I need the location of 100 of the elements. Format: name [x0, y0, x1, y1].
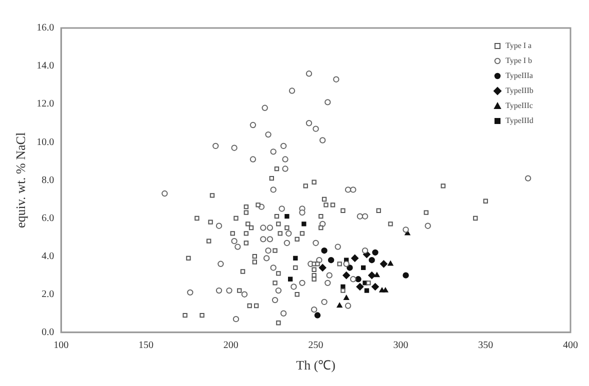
point — [440, 184, 446, 188]
point — [312, 267, 316, 272]
point — [376, 208, 381, 213]
point — [368, 272, 376, 280]
point — [284, 214, 290, 219]
point — [293, 256, 298, 261]
point — [206, 238, 212, 244]
legend-label: TypeIIId — [506, 116, 534, 126]
point — [330, 202, 336, 208]
point — [351, 254, 359, 262]
point — [182, 312, 188, 318]
point — [324, 202, 328, 208]
x-tick-label: 200 — [223, 340, 238, 352]
point — [194, 216, 200, 221]
point — [254, 303, 259, 308]
point — [372, 249, 378, 256]
point — [364, 288, 370, 293]
point — [483, 198, 488, 204]
point — [322, 196, 327, 202]
point — [244, 240, 249, 246]
point — [356, 283, 364, 290]
y-tick-label: 6.0 — [42, 212, 54, 224]
point — [269, 176, 274, 181]
legend-label: TypeIIIc — [506, 101, 534, 110]
point — [240, 269, 246, 274]
point — [380, 260, 388, 268]
point — [337, 262, 342, 266]
legend-label: Type I b — [506, 56, 532, 66]
point — [314, 312, 321, 318]
point — [366, 280, 371, 286]
x-tick-label: 300 — [393, 340, 408, 352]
point — [278, 231, 282, 236]
x-tick-label: 250 — [308, 340, 324, 352]
point — [388, 222, 393, 226]
point — [246, 222, 250, 226]
point — [328, 257, 334, 264]
point — [234, 216, 238, 221]
point — [294, 292, 300, 297]
point — [272, 280, 278, 286]
point — [315, 262, 320, 266]
point — [321, 247, 328, 254]
point — [276, 320, 281, 326]
point — [274, 214, 280, 219]
legend-label: TypeIIIb — [506, 86, 534, 96]
y-tick-label: 16.0 — [36, 22, 54, 34]
x-tick-label: 400 — [563, 340, 578, 352]
point — [208, 220, 213, 224]
y-tick-label: 12.0 — [36, 98, 54, 110]
point — [294, 236, 300, 242]
point — [252, 254, 258, 259]
point — [244, 231, 249, 236]
x-tick-label: 150 — [138, 340, 154, 352]
point — [402, 272, 409, 278]
point — [276, 271, 281, 276]
point — [303, 184, 308, 188]
point — [284, 225, 290, 230]
point — [318, 264, 326, 272]
point — [388, 260, 394, 266]
point — [293, 265, 298, 270]
legend-label: TypeIIIa — [506, 71, 534, 80]
point — [340, 288, 346, 293]
point — [237, 288, 242, 293]
point — [336, 302, 342, 308]
point — [312, 180, 316, 184]
point — [342, 272, 350, 280]
point — [256, 202, 260, 208]
point — [200, 312, 204, 318]
point — [230, 231, 235, 236]
point — [272, 248, 278, 253]
point — [288, 276, 293, 282]
point — [244, 204, 249, 210]
point — [473, 216, 478, 221]
point — [274, 166, 280, 172]
point — [302, 222, 306, 226]
y-tick-label: 0.0 — [42, 327, 54, 338]
point — [372, 283, 379, 290]
y-tick-label: 8.0 — [42, 174, 54, 186]
point — [244, 210, 249, 215]
point — [318, 225, 324, 230]
point — [340, 208, 346, 213]
point — [300, 231, 305, 236]
y-tick-label: 2.0 — [42, 288, 54, 300]
point — [361, 265, 366, 270]
x-tick-label: 100 — [54, 340, 69, 352]
x-axis-title: Th (℃) — [296, 358, 336, 373]
y-tick-label: 4.0 — [42, 250, 54, 262]
point — [210, 193, 215, 198]
point — [374, 272, 380, 278]
legend-label: Type I a — [506, 41, 532, 50]
point — [344, 295, 350, 300]
point — [312, 276, 316, 282]
point — [318, 214, 324, 219]
point — [368, 257, 375, 264]
x-tick-label: 350 — [478, 340, 494, 352]
point — [346, 264, 353, 271]
point — [382, 287, 388, 292]
point — [424, 210, 429, 215]
point — [252, 260, 258, 264]
y-tick-label: 14.0 — [36, 60, 54, 72]
y-tick-label: 10.0 — [36, 136, 54, 148]
